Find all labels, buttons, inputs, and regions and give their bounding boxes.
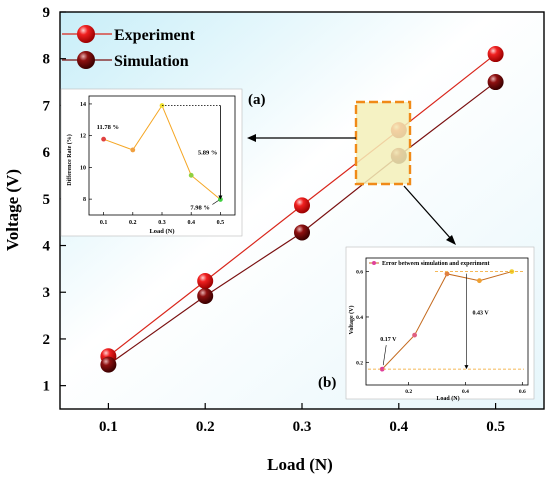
x-tick-label-1: 0.2	[196, 419, 215, 435]
arrow-head-a	[247, 134, 256, 142]
inset-b-y-tick-label-0: 0.2	[356, 360, 363, 366]
inset-a-x-tick-label-4: 0.5	[217, 220, 225, 226]
inset-b-x-tick-label-2: 0.6	[519, 389, 526, 395]
legend-label-simulation: Simulation	[114, 53, 189, 70]
inset-a-y-tick-label-1: 10	[80, 165, 86, 171]
legend: Experiment Simulation	[62, 25, 196, 70]
inset-a-x-tick-label-3: 0.4	[187, 220, 195, 226]
inset-a-frame	[60, 88, 243, 237]
inset-b-point-2	[444, 271, 450, 277]
point-experiment-1	[197, 273, 214, 290]
legend-marker-experiment	[77, 25, 95, 43]
inset-a-point-0	[101, 136, 106, 142]
inset-b-point-0	[379, 366, 385, 372]
inset-b-frame	[345, 246, 535, 400]
y-tick-label-4: 5	[43, 192, 51, 208]
inset-b-y-axis-label: Voltage (V)	[348, 306, 355, 335]
inset-a-x-axis-label: Load (N)	[149, 228, 174, 235]
x-axis-label: Load (N)	[267, 455, 333, 474]
x-tick-label-4: 0.5	[486, 419, 505, 435]
inset-a-y-tick-label-0: 8	[83, 197, 86, 203]
y-tick-label-3: 4	[43, 239, 51, 255]
x-tick-label-2: 0.3	[293, 419, 312, 435]
inset-a-point-3	[188, 172, 194, 178]
zoom-highlight-box	[354, 100, 412, 186]
point-experiment-2	[294, 197, 310, 214]
inset-a-annotation-diff: 5.89 %	[198, 149, 218, 156]
x-tick-label-3: 0.4	[389, 419, 408, 435]
inset-b-legend-label: Error between simulation and experiment	[382, 261, 489, 267]
inset-a: (a) 0.1 0.2 0.3 0.4 0.5 8 10 12 14 11.78 % 5.89 % 7…	[60, 88, 266, 237]
inset-b-annotation-first-pointer	[382, 345, 387, 366]
inset-a-annotation-last-pointer	[212, 200, 219, 205]
y-tick-label-8: 9	[43, 5, 51, 21]
inset-b: (b) 0.2 0.4 0.6 0.2 0.4 0.6 Error between simu…	[318, 246, 535, 402]
arrow-to-inset-b	[403, 185, 453, 241]
inset-a-x-tick-label-2: 0.3	[158, 220, 166, 226]
y-tick-label-2: 3	[43, 285, 51, 301]
inset-b-x-axis-label: Load (N)	[436, 395, 459, 402]
inset-b-point-1	[412, 332, 417, 338]
inset-b-annotation-first: 0.17 V	[380, 337, 397, 343]
inset-a-y-tick-label-3: 14	[80, 102, 86, 108]
inset-a-point-4	[218, 197, 223, 202]
arrow-head-b	[446, 235, 456, 245]
inset-a-y-tick-label-2: 12	[80, 134, 86, 140]
y-tick-label-7: 8	[43, 52, 51, 68]
inset-b-plot: 0.2 0.4 0.6 0.2 0.4 0.6 Error between simulati…	[356, 257, 529, 395]
inset-b-x-tick-label-0: 0.2	[405, 389, 412, 395]
y-tick-label-1: 2	[43, 332, 51, 348]
inset-b-point-3	[477, 278, 482, 284]
point-experiment-4	[487, 46, 504, 63]
inset-a-diff-arrow-head	[218, 195, 223, 200]
inset-b-label: (b)	[318, 375, 336, 391]
inset-b-x-tick-label-1: 0.4	[462, 389, 469, 395]
y-tick-label-6: 7	[43, 98, 51, 114]
inset-b-legend-marker	[372, 261, 376, 265]
inset-a-x-tick-label-1: 0.2	[129, 220, 137, 226]
y-tick-label-0: 1	[43, 379, 51, 395]
y-axis-label: Voltage (V)	[3, 169, 22, 251]
inset-b-annotation-diff: 0.43 V	[472, 310, 489, 316]
inset-a-x-tick-label-0: 0.1	[100, 220, 108, 226]
inset-a-plot: 0.1 0.2 0.3 0.4 0.5 8 10 12 14 11.78 % 5.89 % 7.98 …	[80, 95, 236, 226]
inset-a-point-1	[130, 147, 136, 153]
inset-a-label: (a)	[248, 92, 266, 108]
legend-marker-simulation	[77, 51, 95, 69]
x-tick-label-0: 0.1	[99, 419, 118, 435]
legend-label-experiment: Experiment	[114, 27, 196, 44]
inset-b-axes	[365, 257, 529, 386]
inset-a-y-axis-label: Difference Rate (%)	[66, 134, 73, 186]
point-simulation-0	[100, 356, 117, 373]
point-simulation-4	[487, 74, 504, 91]
y-tick-label-5: 6	[43, 145, 51, 161]
inset-b-y-tick-label-2: 0.6	[356, 270, 363, 276]
point-simulation-1	[197, 287, 214, 304]
inset-a-annotation-first: 11.78 %	[97, 124, 119, 131]
inset-b-y-tick-label-1: 0.4	[356, 315, 363, 321]
inset-a-annotation-last: 7.98 %	[190, 204, 210, 211]
point-simulation-2	[294, 224, 310, 241]
inset-b-diff-arrow-head	[464, 365, 469, 370]
